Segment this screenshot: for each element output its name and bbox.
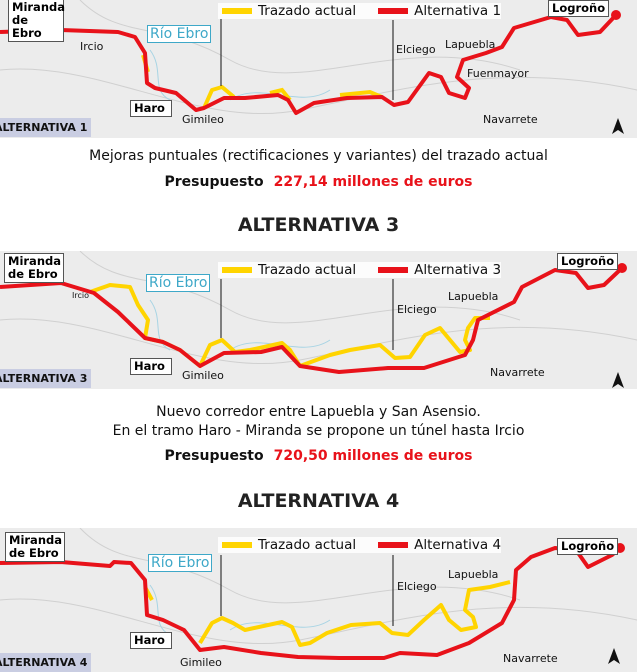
current-route-segment — [269, 87, 292, 102]
place-fuenmayor: Fuenmayor — [467, 67, 529, 80]
route-map-4 — [0, 528, 637, 664]
map-alternativa-1: Miranda de Ebro Ircio Río Ebro Haro Gimi… — [0, 0, 637, 138]
legend-current: Trazado actual — [258, 262, 357, 278]
place-elciego: Elciego — [397, 580, 437, 593]
place-elciego: Elciego — [396, 43, 436, 56]
legend: Trazado actual Alternativa 4 — [218, 537, 502, 553]
budget-value: 720,50 millones de euros — [273, 448, 473, 464]
place-ircio: Ircio — [72, 291, 89, 300]
place-ircio: Ircio — [80, 40, 104, 53]
place-miranda: Miranda de Ebro — [4, 253, 64, 283]
place-elciego: Elciego — [397, 303, 437, 316]
description-line-2: En el tramo Haro - Miranda se propone un… — [112, 423, 525, 439]
logrono-marker — [611, 10, 621, 20]
north-arrow-icon — [612, 118, 624, 134]
legend-current: Trazado actual — [258, 3, 357, 19]
budget-value: 227,14 millones de euros — [273, 174, 473, 190]
legend-swatch-current — [222, 267, 252, 273]
legend-alt: Alternativa 4 — [414, 537, 502, 553]
legend-swatch-alt — [378, 267, 409, 273]
place-lapuebla: Lapuebla — [448, 290, 499, 303]
map-alternativa-3: Miranda de Ebro Ircio Río Ebro Haro Gimi… — [0, 251, 637, 389]
place-lapuebla: Lapuebla — [445, 38, 496, 51]
place-navarrete: Navarrete — [490, 366, 545, 379]
budget: Presupuesto 720,50 millones de euros — [0, 448, 637, 464]
legend-swatch-current — [222, 8, 252, 14]
place-navarrete: Navarrete — [503, 652, 558, 665]
route-map-3 — [0, 251, 637, 388]
section-title: ALTERNATIVA 3 — [237, 214, 400, 236]
place-navarrete: Navarrete — [483, 113, 538, 126]
place-logrono: Logroño — [557, 253, 619, 270]
map-alternativa-4: Miranda de Ebro Río Ebro Haro Gimileo El… — [0, 528, 637, 672]
description-line-1: Nuevo corredor entre Lapuebla y San Asen… — [156, 404, 481, 420]
place-logrono: Logroño — [548, 0, 610, 17]
alternative-route — [0, 546, 622, 660]
place-gimileo: Gimileo — [180, 656, 222, 669]
legend-swatch-alt — [378, 8, 409, 14]
legend: Trazado actual Alternativa 1 — [218, 3, 502, 19]
place-miranda: Miranda de Ebro — [8, 0, 65, 42]
logrono-marker — [615, 543, 625, 553]
north-arrow-icon — [608, 648, 620, 664]
place-haro: Haro — [130, 100, 172, 117]
route-map-1 — [0, 0, 637, 134]
river-label: Río Ebro — [147, 25, 212, 43]
section-title: ALTERNATIVA 4 — [237, 490, 400, 512]
alternative-route — [0, 266, 624, 374]
place-lapuebla: Lapuebla — [448, 568, 499, 581]
place-gimileo: Gimileo — [182, 369, 224, 382]
current-route-segment — [202, 85, 236, 109]
alternative-label: ALTERNATIVA 4 — [0, 653, 92, 672]
place-miranda: Miranda de Ebro — [5, 532, 65, 562]
budget: Presupuesto 227,14 millones de euros — [0, 174, 637, 190]
alternative-label: ALTERNATIVA 1 — [0, 118, 92, 137]
budget-label: Presupuesto — [164, 174, 264, 190]
place-haro: Haro — [130, 358, 172, 375]
legend: Trazado actual Alternativa 3 — [218, 262, 502, 278]
legend-swatch-current — [222, 542, 252, 548]
alternative-label: ALTERNATIVA 3 — [0, 369, 92, 388]
north-arrow-icon — [612, 372, 624, 388]
budget-label: Presupuesto — [164, 448, 264, 464]
place-gimileo: Gimileo — [182, 113, 224, 126]
description: Mejoras puntuales (rectificaciones y var… — [89, 148, 548, 164]
legend-alt: Alternativa 1 — [414, 3, 502, 19]
river-label: Río Ebro — [146, 274, 211, 292]
river-label: Río Ebro — [148, 554, 213, 572]
legend-alt: Alternativa 3 — [414, 262, 502, 278]
legend-swatch-alt — [378, 542, 409, 548]
current-route — [198, 580, 511, 647]
place-haro: Haro — [130, 632, 172, 649]
logrono-marker — [617, 263, 627, 273]
legend-current: Trazado actual — [258, 537, 357, 553]
place-logrono: Logroño — [557, 538, 619, 555]
alternative-route — [0, 13, 618, 115]
